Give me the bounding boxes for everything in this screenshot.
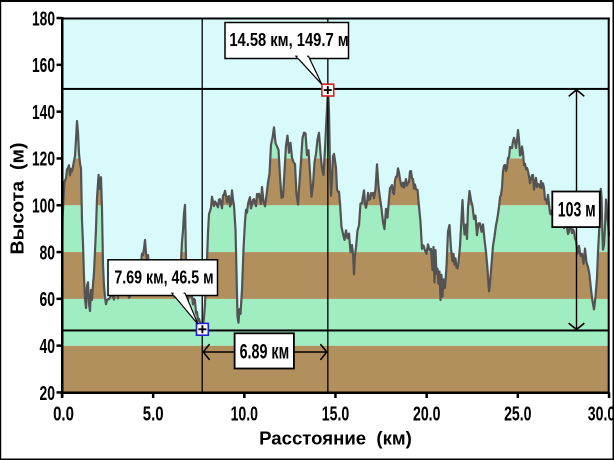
svg-text:140: 140 bbox=[32, 101, 55, 124]
svg-text:120: 120 bbox=[32, 148, 55, 171]
svg-text:40: 40 bbox=[40, 335, 56, 358]
svg-text:7.69 км, 46.5 м: 7.69 км, 46.5 м bbox=[114, 268, 213, 288]
svg-text:10.0: 10.0 bbox=[231, 402, 258, 425]
svg-text:20: 20 bbox=[40, 382, 56, 405]
svg-text:60: 60 bbox=[40, 288, 56, 311]
svg-text:30.0: 30.0 bbox=[588, 402, 614, 425]
svg-text:6.89 км: 6.89 км bbox=[240, 341, 290, 364]
svg-text:15.0: 15.0 bbox=[322, 402, 349, 425]
svg-text:20.0: 20.0 bbox=[413, 402, 440, 425]
svg-text:14.58 км, 149.7 м: 14.58 км, 149.7 м bbox=[229, 30, 348, 50]
svg-text:5.0: 5.0 bbox=[143, 402, 164, 425]
svg-text:160: 160 bbox=[32, 54, 55, 77]
svg-text:100: 100 bbox=[32, 195, 55, 218]
svg-text:Расстояние (км): Расстояние (км) bbox=[259, 429, 412, 449]
svg-text:25.0: 25.0 bbox=[504, 402, 531, 425]
svg-text:80: 80 bbox=[40, 241, 56, 264]
svg-text:180: 180 bbox=[32, 7, 55, 30]
svg-text:Высота (м): Высота (м) bbox=[8, 142, 28, 254]
svg-text:103 м: 103 м bbox=[558, 198, 596, 221]
svg-text:0.0: 0.0 bbox=[53, 402, 74, 425]
